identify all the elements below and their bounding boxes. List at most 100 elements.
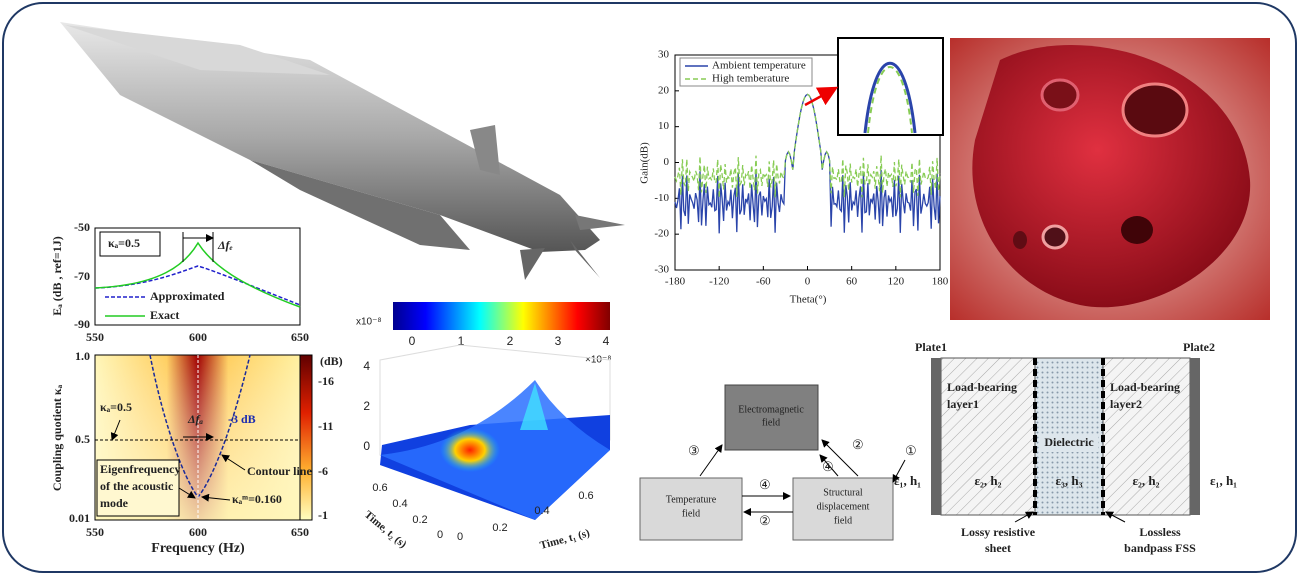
layer-label: layer2 (1110, 397, 1142, 411)
y-axis-label: Coupling quotient κₐ (50, 384, 64, 491)
t2-axis-label: Time, t₂ (s) (362, 509, 409, 551)
colorbar-tick-label: 4 (603, 334, 610, 348)
y-tick-label: 0.5 (75, 432, 90, 446)
layer-label: Load-bearing (947, 380, 1017, 394)
dielectric-label: Dielectric (1044, 435, 1094, 449)
colorbar-tick-label: 1 (458, 334, 465, 348)
param-label: ε₁, h₁ (1210, 473, 1237, 488)
x-tick-label: -120 (709, 276, 730, 288)
y-tick-label: 0.01 (69, 511, 90, 525)
x-axis-label: Frequency (Hz) (151, 541, 245, 556)
legend-entry: Ambient temperature (712, 60, 806, 72)
y-tick-label: -50 (74, 220, 90, 234)
x-tick-label: 550 (86, 525, 104, 539)
x-tick-label: 60 (846, 276, 858, 288)
node-label: displacement (817, 501, 870, 512)
x-axis-label: Theta(°) (790, 294, 827, 306)
missile-image (60, 22, 625, 280)
z-tick-label: 2 (363, 399, 370, 413)
step-number: ① (905, 443, 917, 458)
param-label: ε₃, h₃ (1055, 473, 1082, 488)
colorbar-tick-label: -16 (318, 374, 334, 388)
z-tick-label: 0 (363, 439, 370, 453)
plate-label: Plate1 (915, 340, 947, 354)
sheet-label: Lossy resistive (961, 525, 1036, 539)
t1-axis-label: Time, t₁ (s) (539, 527, 592, 552)
node-label: Electromagnetic (738, 404, 804, 415)
sheet-label: Lossless (1139, 525, 1181, 539)
energy-plot: κₐ=0.5 Δfₑ Approximated Exact -50 -70 -9… (50, 220, 309, 344)
colorbar-tick-label: 0 (409, 334, 416, 348)
colorbar-scale: x10⁻⁸ (356, 317, 382, 328)
plate-label: Plate2 (1183, 340, 1215, 354)
gain-plot: 30 20 10 0 -10 -20 -30-180 -120 -60 0 60 120 180 Amb… (639, 37, 949, 306)
t1-tick-label: 0.6 (578, 490, 593, 502)
layer-label: layer1 (947, 397, 979, 411)
coupling-diagram: Electromagnetic field Temperature field … (639, 384, 921, 541)
x-tick-label: -180 (665, 276, 686, 288)
x-tick-label: 650 (291, 525, 309, 539)
node (724, 384, 819, 451)
step-number: ④ (759, 477, 771, 492)
layer-label: Load-bearing (1110, 380, 1180, 394)
red-dome-photo (950, 38, 1270, 320)
y-axis-label: Gain(dB) (639, 142, 651, 184)
x-tick-label: 180 (932, 276, 949, 288)
t1-tick-label: 0.4 (534, 505, 549, 517)
step-number: ② (852, 437, 864, 452)
x-tick-label: 0 (805, 276, 811, 288)
high-temperature-curve (674, 93, 941, 198)
kappa-label: κₐ=0.5 (100, 400, 132, 414)
y-tick-label: -90 (74, 317, 90, 331)
param-label: ε₂, h₂ (974, 473, 1001, 488)
node-label: Temperature (666, 494, 717, 505)
z-tick-label: 4 (363, 359, 370, 373)
step-number: ④ (822, 459, 834, 474)
z-scale: ×10⁻⁸ (585, 355, 611, 366)
t2-tick-label: 0.6 (372, 482, 387, 494)
eigen-label: Eigenfrequency (100, 462, 180, 476)
colorbar-tick-label: 3 (555, 334, 562, 348)
y-tick-label: 30 (658, 49, 670, 61)
level-label: -3 dB (228, 412, 256, 426)
x-tick-label: -60 (756, 276, 771, 288)
node-label: field (834, 515, 852, 526)
step-number: ③ (688, 443, 700, 458)
node-label: field (682, 508, 700, 519)
annotation: κₐ=0.5 (108, 236, 140, 250)
step-number: ② (759, 513, 771, 528)
exact-curve (94, 241, 301, 308)
colorbar-tick-label: -1 (318, 508, 328, 522)
eigen-label: mode (100, 496, 129, 510)
colorbar-unit: (dB) (320, 354, 343, 368)
layer-stack: Plate1 Plate2 Load-bearing layer1 Load-b… (915, 340, 1237, 555)
surface-plot: x10⁻⁸ 0 1 2 3 4 ×10⁻⁸ 4 2 0 0.6 0.4 0.2 … (356, 302, 611, 552)
legend-entry: High temberature (712, 73, 789, 85)
y-tick-label: -30 (654, 264, 669, 276)
y-tick-label: -70 (74, 269, 90, 283)
colorbar-tick-label: -11 (318, 419, 333, 433)
colorbar-tick-label: -6 (318, 464, 328, 478)
delta-label: Δfₑ (217, 238, 233, 252)
y-tick-label: 10 (658, 120, 670, 132)
y-tick-label: -20 (654, 228, 669, 240)
y-tick-label: -10 (654, 192, 669, 204)
y-tick-label: 0 (664, 156, 670, 168)
x-tick-label: 600 (189, 330, 207, 344)
y-tick-label: 1.0 (75, 349, 90, 363)
minimum-label: κₐᵐ=0.160 (232, 492, 282, 506)
y-axis-label: Eₐ (dB , ref=1J) (50, 236, 64, 315)
t1-tick-label: 0.2 (492, 522, 507, 534)
x-tick-label: 550 (86, 330, 104, 344)
legend-entry: Exact (150, 308, 179, 322)
legend-entry: Approximated (150, 289, 225, 303)
inset (837, 37, 944, 136)
coupling-map: (dB) -16 -11 -6 -1 κₐ=0.5 Δfₐ -3 dB Eige… (50, 349, 343, 556)
node-label: field (762, 417, 780, 428)
contour-label: Contour line (247, 464, 312, 478)
node (639, 477, 743, 541)
param-label: ε₂, h₂ (1132, 473, 1159, 488)
x-tick-label: 600 (189, 525, 207, 539)
